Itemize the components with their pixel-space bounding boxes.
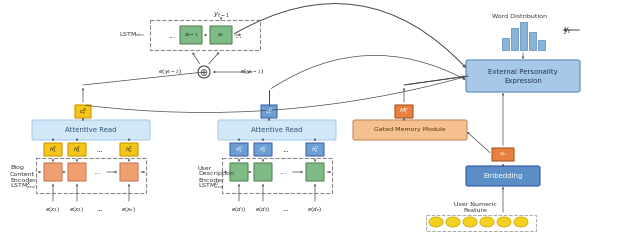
Bar <box>150 20 260 50</box>
Text: $M_t^o$: $M_t^o$ <box>399 107 409 116</box>
FancyBboxPatch shape <box>306 163 324 181</box>
Text: $h_n^D$: $h_n^D$ <box>310 144 319 155</box>
Text: ...: ... <box>234 31 242 40</box>
FancyBboxPatch shape <box>120 143 138 156</box>
Ellipse shape <box>429 217 443 227</box>
Text: ...: ... <box>97 147 104 153</box>
Bar <box>529 32 536 50</box>
Bar <box>502 38 509 50</box>
Text: LSTM$^X_{enc}$: LSTM$^X_{enc}$ <box>10 181 36 191</box>
Text: $c_t^X$: $c_t^X$ <box>79 106 88 117</box>
Text: $h_1^X$: $h_1^X$ <box>49 144 58 155</box>
Text: ...: ... <box>97 206 104 212</box>
Ellipse shape <box>480 217 494 227</box>
Text: $e(y_{t-1})$: $e(y_{t-1})$ <box>240 67 264 76</box>
Text: ...: ... <box>93 167 101 176</box>
Text: ...: ... <box>283 206 289 212</box>
FancyBboxPatch shape <box>44 163 62 181</box>
Text: $e(y_{t-2})$: $e(y_{t-2})$ <box>158 67 182 76</box>
Text: ...: ... <box>279 167 287 176</box>
FancyBboxPatch shape <box>180 26 202 44</box>
Text: Gated Memory Module: Gated Memory Module <box>374 127 446 133</box>
Text: Encoder: Encoder <box>10 178 36 182</box>
FancyBboxPatch shape <box>254 163 272 181</box>
Text: Word Distribution: Word Distribution <box>492 13 547 19</box>
FancyBboxPatch shape <box>230 163 248 181</box>
FancyBboxPatch shape <box>44 143 62 156</box>
Text: Attentive Read: Attentive Read <box>252 127 303 133</box>
Bar <box>36 158 146 193</box>
Text: ...: ... <box>283 147 289 153</box>
Text: Feature: Feature <box>463 208 487 214</box>
Text: Expression: Expression <box>504 78 542 84</box>
Text: ...: ... <box>168 31 176 40</box>
Text: $s_t$: $s_t$ <box>218 31 225 39</box>
Text: Description: Description <box>198 172 234 176</box>
Text: $e(d_2)$: $e(d_2)$ <box>255 205 271 214</box>
Bar <box>520 22 527 50</box>
Text: $e(x_1)$: $e(x_1)$ <box>45 205 61 214</box>
FancyBboxPatch shape <box>492 148 514 161</box>
Text: $e(x_2)$: $e(x_2)$ <box>70 205 84 214</box>
FancyBboxPatch shape <box>466 60 580 92</box>
Text: Blog: Blog <box>10 166 24 170</box>
Bar <box>511 28 518 50</box>
FancyBboxPatch shape <box>75 105 91 118</box>
Text: Embedding: Embedding <box>483 173 523 179</box>
FancyBboxPatch shape <box>210 26 232 44</box>
FancyBboxPatch shape <box>306 143 324 156</box>
Bar <box>426 215 536 231</box>
Ellipse shape <box>497 217 511 227</box>
Bar <box>538 40 545 50</box>
Text: $e(x_n)$: $e(x_n)$ <box>122 205 136 214</box>
FancyBboxPatch shape <box>353 120 467 140</box>
Text: Attentive Read: Attentive Read <box>65 127 116 133</box>
Text: $e(d_n)$: $e(d_n)$ <box>307 205 323 214</box>
Text: $h_n^X$: $h_n^X$ <box>125 144 133 155</box>
Text: Content: Content <box>10 172 35 176</box>
Bar <box>222 158 332 193</box>
Ellipse shape <box>514 217 528 227</box>
Text: Encoder: Encoder <box>198 178 224 182</box>
Text: $y_t$: $y_t$ <box>563 25 572 35</box>
Text: $h_2^X$: $h_2^X$ <box>73 144 81 155</box>
FancyBboxPatch shape <box>218 120 336 140</box>
Text: User: User <box>198 166 212 170</box>
Text: User Numeric: User Numeric <box>454 202 497 208</box>
Text: LSTM$^D_{enc}$: LSTM$^D_{enc}$ <box>198 181 225 191</box>
FancyBboxPatch shape <box>230 143 248 156</box>
FancyBboxPatch shape <box>120 163 138 181</box>
FancyBboxPatch shape <box>254 143 272 156</box>
FancyBboxPatch shape <box>261 105 277 118</box>
Text: External Personality: External Personality <box>488 69 558 75</box>
Text: $c_t^D$: $c_t^D$ <box>264 106 273 117</box>
Text: $y_{t-1}$: $y_{t-1}$ <box>212 10 229 20</box>
FancyBboxPatch shape <box>68 143 86 156</box>
FancyBboxPatch shape <box>466 166 540 186</box>
Text: $s_{t-1}$: $s_{t-1}$ <box>184 31 198 39</box>
Text: $\oplus$: $\oplus$ <box>200 67 209 78</box>
Text: $v_u$: $v_u$ <box>499 151 507 158</box>
Ellipse shape <box>446 217 460 227</box>
FancyBboxPatch shape <box>68 163 86 181</box>
FancyBboxPatch shape <box>395 105 413 118</box>
Ellipse shape <box>463 217 477 227</box>
Text: LSTM$_{dec}$: LSTM$_{dec}$ <box>120 31 146 40</box>
Text: $h_2^D$: $h_2^D$ <box>259 144 268 155</box>
Text: $e(d_1)$: $e(d_1)$ <box>232 205 246 214</box>
FancyBboxPatch shape <box>32 120 150 140</box>
Text: $h_1^D$: $h_1^D$ <box>235 144 243 155</box>
